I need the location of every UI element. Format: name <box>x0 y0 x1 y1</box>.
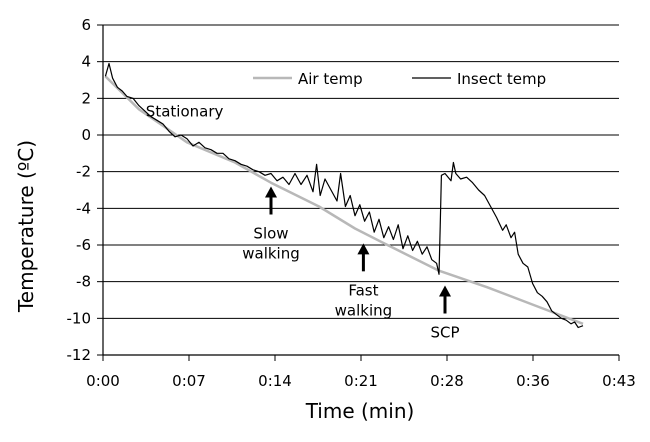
x-tick-label: 0:43 <box>602 372 636 390</box>
y-tick-label: -10 <box>67 309 92 327</box>
x-tick-label: 0:36 <box>516 372 550 390</box>
y-tick-label: -4 <box>76 199 91 217</box>
x-axis-title: Time (min) <box>305 399 415 423</box>
y-tick-label: 6 <box>81 16 91 34</box>
annotation-label: SCP <box>430 324 459 342</box>
axes <box>102 25 619 356</box>
legend-label-air-temp: Air temp <box>298 70 363 88</box>
y-tick-label: 4 <box>81 53 91 71</box>
y-tick-label: -12 <box>67 346 92 364</box>
annotation-arrow-head <box>357 243 370 255</box>
y-axis-title: Temperature (ºC) <box>14 140 38 313</box>
series-lines <box>104 62 584 329</box>
annotation-arrow-head <box>439 285 451 297</box>
y-tick-label: -6 <box>76 236 91 254</box>
x-axis-tick-labels: 0:00 0:07 0:14 0:21 0:28 0:36 0:43 <box>86 355 636 390</box>
x-tick-label: 0:00 <box>86 372 120 390</box>
annotation-label: walking <box>335 301 393 319</box>
x-tick-label: 0:07 <box>172 372 206 390</box>
y-tick-label: -2 <box>76 163 91 181</box>
series-line-air-temp <box>104 75 584 325</box>
legend: Air temp Insect temp <box>253 70 546 88</box>
legend-label-insect-temp: Insect temp <box>457 70 546 88</box>
y-axis-tick-labels: 6 4 2 0 -2 -4 -6 -8 -10 -12 <box>67 16 92 364</box>
x-tick-label: 0:14 <box>258 372 292 390</box>
annotation-arrow-head <box>265 186 277 198</box>
annotation-label: Slow <box>253 225 288 243</box>
series-line-insect-temp <box>104 62 584 329</box>
x-tick-label: 0:21 <box>344 372 378 390</box>
annotation-label: Fast <box>348 281 378 299</box>
annotation-label: Stationary <box>146 103 224 121</box>
annotation-label: walking <box>242 245 300 263</box>
x-tick-label: 0:28 <box>430 372 464 390</box>
y-tick-label: -8 <box>76 273 91 291</box>
y-tick-label: 0 <box>81 126 91 144</box>
y-tick-label: 2 <box>81 89 91 107</box>
annotations: Stationary Slow walking Fast walking SCP <box>146 103 460 342</box>
